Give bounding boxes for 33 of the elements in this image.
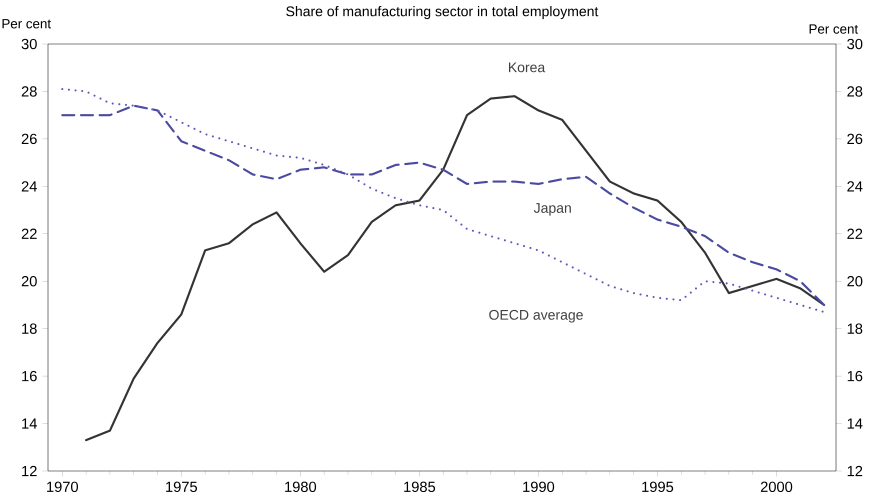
y2-tick-label: 30 (847, 38, 862, 50)
y-tick-label: 14 (22, 418, 37, 429)
y-tick-label: 26 (22, 134, 37, 144)
y-axis-title: Per cent (2, 19, 51, 28)
y-tick-label: 22 (22, 228, 37, 239)
y2-axis-title: Per cent (810, 24, 858, 34)
y2-tick-label: 18 (848, 323, 862, 334)
series-label: Japan (534, 203, 571, 216)
x-tick-label: 1975 (166, 482, 197, 492)
x-tick-label: 2000 (760, 482, 792, 492)
y-tick-label: 16 (22, 370, 37, 382)
y-tick-label: 18 (22, 323, 37, 334)
y-tick-label: 28 (22, 86, 37, 97)
y2-tick-label: 22 (847, 228, 862, 239)
series-label: Korea (508, 62, 546, 72)
y2-tick-label: 28 (847, 86, 862, 97)
x-tick-label: 1995 (642, 482, 674, 492)
y2-tick-label: 24 (847, 181, 862, 192)
y-tick-label: 20 (22, 276, 37, 286)
y-tick-label: 12 (22, 466, 37, 476)
y2-tick-label: 14 (848, 418, 862, 429)
x-tick-label: 1990 (523, 482, 554, 492)
y2-tick-label: 20 (847, 276, 862, 286)
x-tick-label: 1970 (47, 482, 78, 492)
chart-title: Share of manufacturing sector in total employment (286, 6, 598, 20)
y-tick-label: 24 (22, 181, 37, 192)
text: OECD average (489, 310, 583, 323)
x-tick-label: 1980 (285, 482, 316, 492)
y2-tick-label: 12 (848, 466, 862, 476)
y2-tick-label: 26 (847, 134, 862, 144)
y-tick-label: 30 (22, 38, 37, 50)
y2-tick-label: 16 (848, 370, 862, 382)
x-tick-label: 1985 (404, 482, 436, 492)
